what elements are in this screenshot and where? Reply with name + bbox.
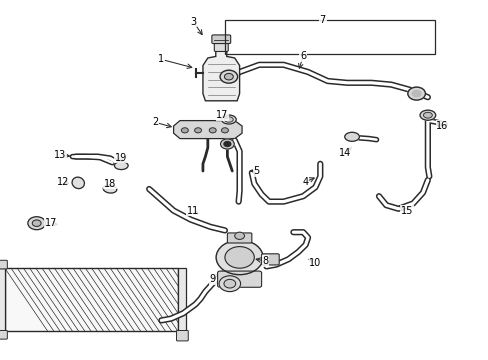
FancyBboxPatch shape <box>214 41 228 51</box>
FancyBboxPatch shape <box>0 330 7 339</box>
FancyBboxPatch shape <box>261 254 279 265</box>
Ellipse shape <box>114 162 128 170</box>
Circle shape <box>234 232 244 239</box>
Ellipse shape <box>423 112 431 118</box>
Bar <box>0 268 5 331</box>
Text: 11: 11 <box>186 206 199 216</box>
Text: 1: 1 <box>158 54 164 64</box>
FancyBboxPatch shape <box>176 330 188 341</box>
Circle shape <box>209 128 216 133</box>
Text: 17: 17 <box>216 110 228 120</box>
Bar <box>178 268 185 331</box>
Text: 2: 2 <box>152 117 158 127</box>
Circle shape <box>220 70 237 83</box>
Text: 12: 12 <box>57 177 70 187</box>
Text: 16: 16 <box>435 121 448 131</box>
Ellipse shape <box>419 110 435 120</box>
Ellipse shape <box>224 117 233 122</box>
FancyBboxPatch shape <box>217 271 261 287</box>
Circle shape <box>224 247 254 268</box>
FancyBboxPatch shape <box>211 35 230 44</box>
Polygon shape <box>203 50 239 101</box>
Circle shape <box>224 73 233 80</box>
Text: 14: 14 <box>338 148 350 158</box>
Polygon shape <box>173 121 242 139</box>
Circle shape <box>28 217 45 230</box>
Ellipse shape <box>221 115 236 124</box>
Bar <box>224 20 434 54</box>
Circle shape <box>194 128 201 133</box>
Text: 10: 10 <box>308 258 321 268</box>
Circle shape <box>32 220 41 226</box>
Circle shape <box>224 141 230 147</box>
Bar <box>5 268 178 331</box>
Circle shape <box>219 276 240 292</box>
Ellipse shape <box>344 132 359 141</box>
Text: 4: 4 <box>302 177 308 187</box>
Circle shape <box>216 240 263 275</box>
Circle shape <box>181 128 188 133</box>
FancyBboxPatch shape <box>227 233 251 243</box>
Text: 13: 13 <box>53 150 66 160</box>
Text: 15: 15 <box>400 206 412 216</box>
Text: 9: 9 <box>209 274 215 284</box>
Ellipse shape <box>103 185 117 193</box>
Text: 18: 18 <box>103 179 116 189</box>
FancyBboxPatch shape <box>0 260 7 269</box>
Text: 6: 6 <box>300 51 305 61</box>
Circle shape <box>220 139 234 149</box>
Text: 7: 7 <box>319 15 325 25</box>
Ellipse shape <box>72 177 84 189</box>
Text: 19: 19 <box>115 153 127 163</box>
Text: 5: 5 <box>253 166 259 176</box>
Circle shape <box>407 87 425 100</box>
Circle shape <box>224 279 235 288</box>
Circle shape <box>411 90 420 97</box>
Circle shape <box>221 128 228 133</box>
Text: 17: 17 <box>45 218 58 228</box>
Text: 8: 8 <box>262 256 268 266</box>
Text: 3: 3 <box>190 17 196 27</box>
